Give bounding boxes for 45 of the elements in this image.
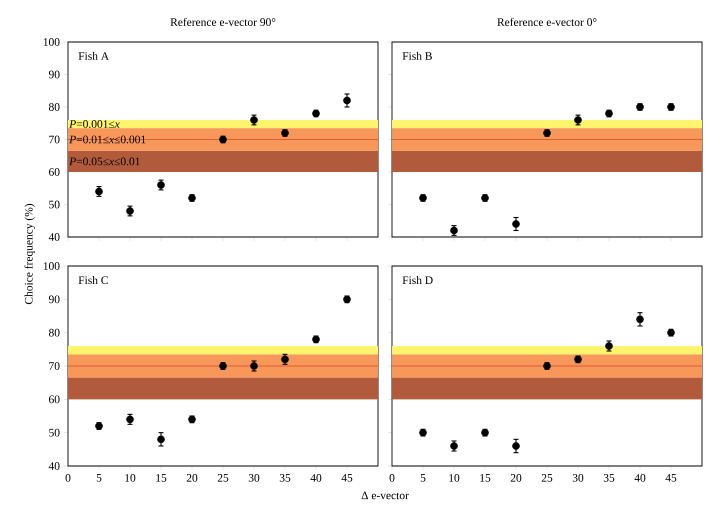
annotation: Fish C — [78, 276, 108, 284]
x-tick-label: 15 — [156, 474, 166, 482]
x-tick-label: 10 — [125, 474, 136, 482]
x-tick-label: 40 — [310, 474, 322, 482]
y-tick-label: 80 — [48, 103, 60, 111]
y-axis-title: Choice frequency (%) — [24, 204, 35, 304]
x-tick-label: 25 — [218, 474, 228, 482]
x-tick-label: 10 — [449, 474, 460, 482]
x-tick-label: 20 — [186, 474, 198, 482]
x-tick-label: 0 — [66, 474, 70, 482]
y-tick-label: 80 — [48, 328, 60, 337]
x-tick-label: 45 — [665, 474, 676, 482]
y-tick-label: 100 — [44, 262, 60, 270]
x-tick-label: 5 — [420, 474, 426, 482]
y-tick-label: 90 — [48, 295, 60, 304]
x-tick-label: 0 — [390, 474, 394, 482]
band-label: P=0.05≤x≤0.01 — [69, 158, 140, 166]
y-tick-label: 90 — [48, 70, 60, 78]
y-tick-label: 60 — [49, 168, 60, 176]
x-tick-label: 35 — [280, 474, 290, 482]
band-label: P=0.01≤x≤0.001 — [69, 136, 146, 144]
y-tick-label: 40 — [48, 462, 60, 470]
annotation: Fish B — [402, 52, 432, 60]
y-tick-label: 40 — [48, 233, 60, 241]
x-tick-label: 15 — [480, 474, 490, 482]
chart-title: Reference e-vector 0° — [497, 18, 596, 26]
x-tick-label: 30 — [572, 474, 584, 482]
x-tick-label: 40 — [634, 474, 646, 482]
annotation: Fish D — [402, 276, 433, 284]
x-tick-label: 25 — [542, 474, 552, 482]
x-tick-label: 35 — [604, 474, 614, 482]
x-axis-title: Δ e-vector — [362, 492, 409, 500]
y-tick-label: 50 — [49, 428, 60, 437]
y-tick-label: 50 — [49, 200, 60, 208]
chart-title: Reference e-vector 90° — [170, 18, 276, 26]
x-tick-label: 5 — [96, 474, 102, 482]
y-tick-label: 70 — [49, 136, 60, 144]
y-tick-label: 60 — [49, 395, 60, 404]
x-tick-label: 20 — [510, 474, 522, 482]
x-tick-label: 45 — [341, 474, 352, 482]
x-tick-label: 30 — [248, 474, 260, 482]
annotation: Fish A — [78, 52, 110, 60]
band-label: P=0.001≤x — [69, 120, 120, 128]
y-tick-label: 100 — [44, 38, 60, 46]
y-tick-label: 70 — [49, 362, 60, 370]
